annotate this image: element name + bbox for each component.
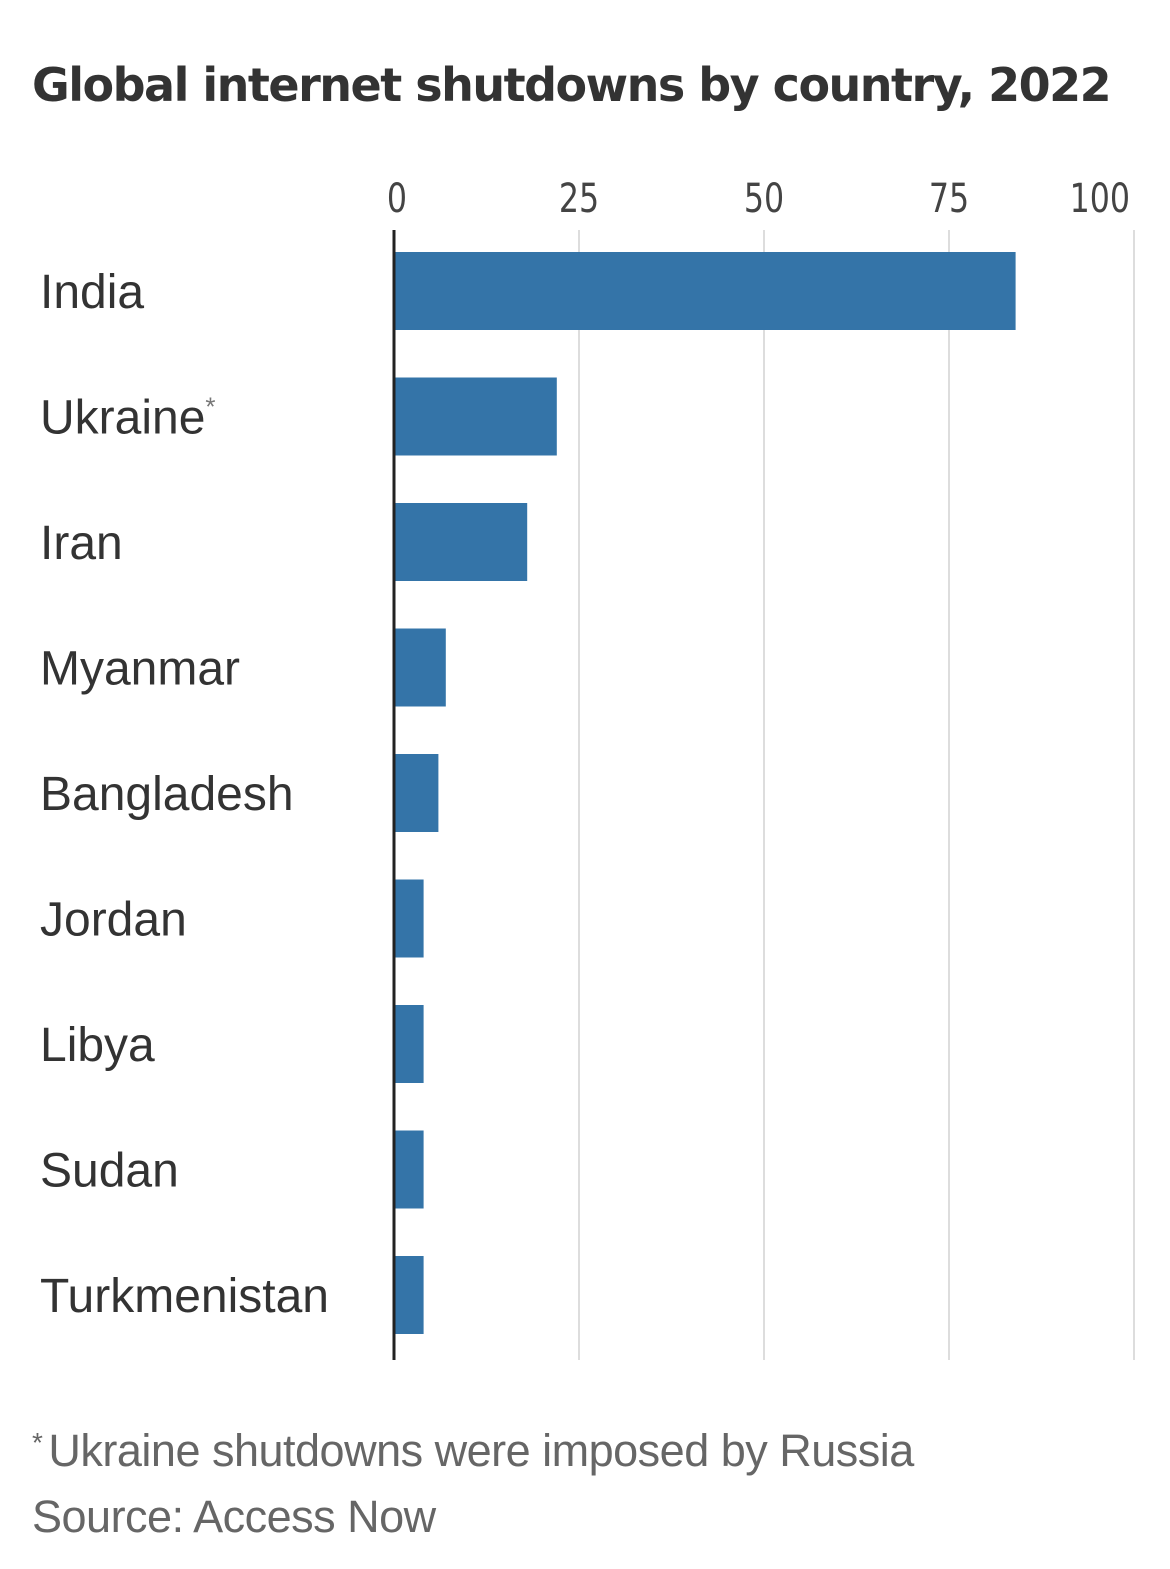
category-label: Libya (40, 1019, 155, 1072)
chart-notes: * Ukraine shutdowns were imposed by Russi… (32, 1410, 914, 1550)
category-label: Ukraine* (40, 392, 216, 445)
x-tick-label: 100 (1070, 175, 1130, 222)
bar (394, 252, 1016, 330)
category-label: Myanmar (40, 643, 240, 696)
x-tick-label: 25 (559, 175, 599, 222)
footnote-marker: * (32, 1427, 43, 1458)
category-label: Jordan (40, 894, 187, 947)
bar-chart: 0 25 50 75 100 India Ukraine* Iran Myanmar Bangla… (40, 175, 1135, 1360)
bar (394, 1005, 424, 1083)
bar (394, 754, 439, 832)
footnote: * Ukraine shutdowns were imposed by Russi… (32, 1410, 914, 1484)
x-tick-label: 50 (744, 175, 784, 222)
bar (394, 1256, 424, 1334)
x-tick-label: 75 (929, 175, 969, 222)
category-label: Bangladesh (40, 768, 294, 821)
category-label: Iran (40, 517, 123, 570)
bar (394, 1130, 424, 1209)
category-label: Turkmenistan (40, 1270, 329, 1323)
footnote-text: Ukraine shutdowns were imposed by Russia (48, 1425, 914, 1476)
chart-title: Global internet shutdowns by country, 20… (32, 58, 1112, 112)
bar (394, 628, 446, 707)
category-label: India (40, 266, 144, 319)
category-label: Sudan (40, 1145, 179, 1198)
bar (394, 879, 424, 958)
bar (394, 503, 528, 581)
source-note: Source: Access Now (32, 1491, 436, 1542)
bar (394, 377, 557, 456)
x-tick-label: 0 (387, 175, 407, 222)
